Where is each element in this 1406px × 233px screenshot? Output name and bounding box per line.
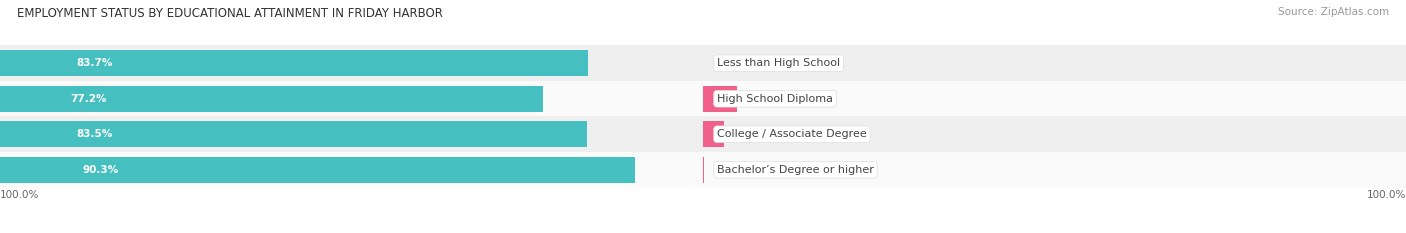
Text: Source: ZipAtlas.com: Source: ZipAtlas.com xyxy=(1278,7,1389,17)
Text: 0.0%: 0.0% xyxy=(717,58,744,68)
Bar xyxy=(0,152,1406,188)
Bar xyxy=(703,121,724,147)
Bar xyxy=(703,86,738,112)
Text: 83.5%: 83.5% xyxy=(76,129,112,139)
Text: EMPLOYMENT STATUS BY EDUCATIONAL ATTAINMENT IN FRIDAY HARBOR: EMPLOYMENT STATUS BY EDUCATIONAL ATTAINM… xyxy=(17,7,443,20)
Bar xyxy=(0,157,636,182)
Bar xyxy=(0,121,588,147)
Text: Less than High School: Less than High School xyxy=(717,58,841,68)
Text: 100.0%: 100.0% xyxy=(0,190,39,200)
Bar xyxy=(0,116,1406,152)
Text: High School Diploma: High School Diploma xyxy=(717,94,834,104)
Bar xyxy=(0,51,589,76)
Text: 100.0%: 100.0% xyxy=(1367,190,1406,200)
Text: 4.9%: 4.9% xyxy=(752,94,778,104)
Bar xyxy=(0,45,1406,81)
Text: 90.3%: 90.3% xyxy=(83,165,118,175)
Text: College / Associate Degree: College / Associate Degree xyxy=(717,129,868,139)
Bar xyxy=(703,157,704,182)
Text: 0.2%: 0.2% xyxy=(718,165,745,175)
Text: Bachelor’s Degree or higher: Bachelor’s Degree or higher xyxy=(717,165,875,175)
Bar xyxy=(0,86,543,112)
Text: 77.2%: 77.2% xyxy=(70,94,107,104)
Text: 83.7%: 83.7% xyxy=(76,58,112,68)
Bar xyxy=(0,81,1406,116)
Text: 3.0%: 3.0% xyxy=(738,129,765,139)
